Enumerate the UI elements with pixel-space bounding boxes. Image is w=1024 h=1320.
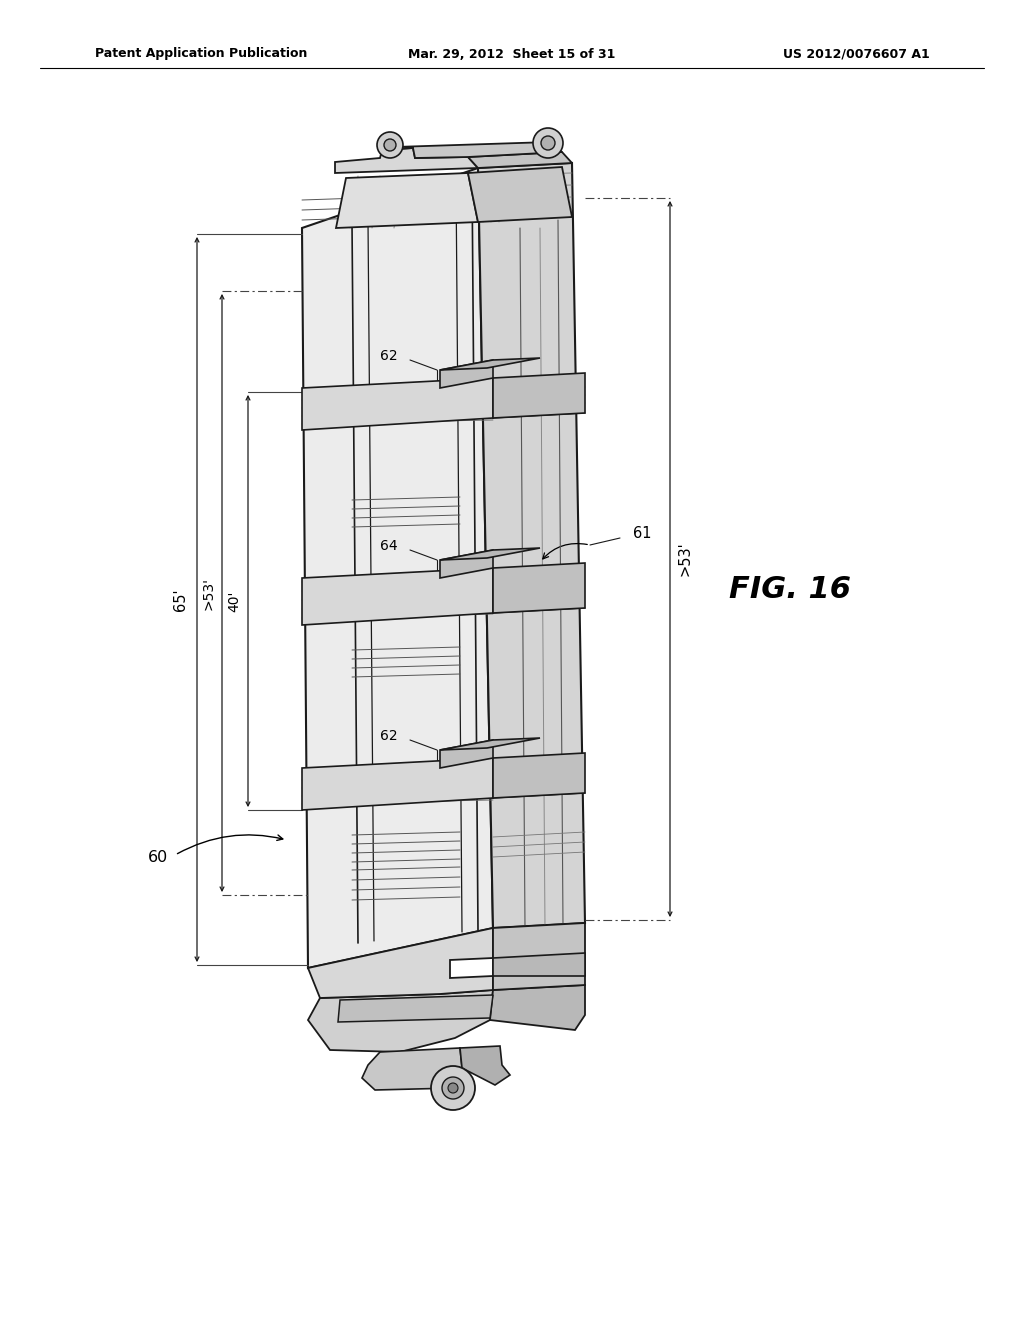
Polygon shape: [493, 752, 585, 799]
Circle shape: [541, 136, 555, 150]
Text: Mar. 29, 2012  Sheet 15 of 31: Mar. 29, 2012 Sheet 15 of 31: [409, 48, 615, 61]
Text: >53': >53': [678, 541, 692, 577]
Circle shape: [442, 1077, 464, 1100]
Text: 62: 62: [380, 348, 398, 363]
Polygon shape: [302, 168, 493, 968]
Text: >53': >53': [201, 577, 215, 610]
Polygon shape: [493, 953, 585, 975]
Polygon shape: [440, 550, 493, 578]
Text: 64: 64: [380, 539, 398, 553]
Polygon shape: [440, 548, 540, 560]
Polygon shape: [336, 173, 478, 228]
Polygon shape: [478, 162, 585, 928]
Polygon shape: [460, 1045, 510, 1085]
Polygon shape: [493, 923, 585, 990]
Polygon shape: [490, 985, 585, 1030]
Text: 60: 60: [147, 850, 168, 866]
Polygon shape: [382, 143, 562, 158]
Polygon shape: [338, 995, 493, 1022]
Text: 40': 40': [227, 590, 241, 611]
Text: Patent Application Publication: Patent Application Publication: [95, 48, 307, 61]
Polygon shape: [493, 374, 585, 418]
Polygon shape: [440, 738, 540, 750]
Polygon shape: [468, 168, 572, 222]
Text: 61: 61: [633, 527, 651, 541]
Polygon shape: [335, 148, 478, 173]
Polygon shape: [440, 360, 493, 388]
Circle shape: [449, 1082, 458, 1093]
Polygon shape: [308, 928, 493, 998]
Polygon shape: [302, 378, 493, 430]
Polygon shape: [302, 758, 493, 810]
Polygon shape: [308, 990, 493, 1052]
Polygon shape: [440, 741, 493, 768]
Text: FIG. 16: FIG. 16: [729, 576, 851, 605]
Polygon shape: [440, 358, 540, 370]
Circle shape: [384, 139, 396, 150]
Text: 62: 62: [380, 729, 398, 743]
Text: US 2012/0076607 A1: US 2012/0076607 A1: [783, 48, 930, 61]
Text: 65': 65': [173, 589, 188, 611]
Polygon shape: [302, 568, 493, 624]
Polygon shape: [362, 1048, 470, 1090]
Polygon shape: [493, 564, 585, 612]
Polygon shape: [468, 152, 572, 168]
Circle shape: [377, 132, 403, 158]
Circle shape: [431, 1067, 475, 1110]
Circle shape: [534, 128, 563, 158]
